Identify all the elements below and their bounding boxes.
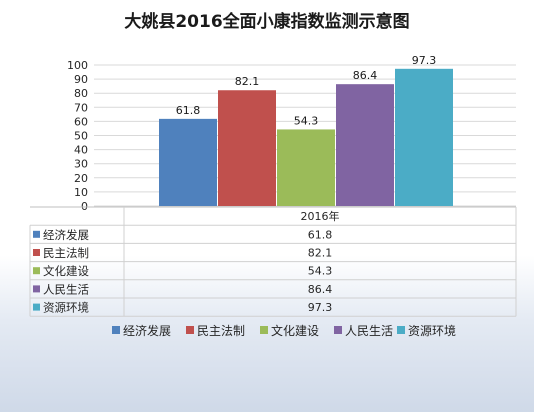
table-series-name: 资源环境 [43, 301, 89, 315]
y-tick-label: 10 [74, 186, 88, 199]
table-legend-key [33, 267, 40, 275]
table-value: 54.3 [308, 265, 333, 278]
bar-4 [336, 84, 394, 206]
table-legend-key [33, 249, 40, 256]
legend-label: 民主法制 [197, 324, 245, 338]
data-label: 86.4 [353, 69, 378, 82]
chart-title: 大姚县2016全面小康指数监测示意图 [124, 11, 409, 32]
table-value: 97.3 [308, 301, 333, 314]
bar-3 [277, 129, 335, 206]
legend-key [260, 326, 268, 334]
table-series-name: 民主法制 [43, 246, 89, 260]
table-value: 86.4 [308, 283, 333, 296]
y-tick-label: 90 [74, 73, 88, 86]
legend-key [334, 326, 342, 334]
table-series-name: 经济发展 [43, 228, 89, 242]
table-category-header: 2016年 [301, 209, 340, 223]
table-legend-key [33, 303, 40, 311]
y-tick-label: 50 [74, 130, 88, 143]
legend-key [397, 326, 405, 334]
table-value: 61.8 [308, 228, 333, 241]
table-series-name: 文化建设 [43, 264, 89, 278]
legend-label: 人民生活 [345, 324, 393, 338]
y-tick-label: 60 [74, 115, 88, 128]
legend-label: 经济发展 [123, 323, 171, 338]
data-label: 54.3 [294, 114, 319, 127]
legend-label: 资源环境 [408, 323, 456, 338]
y-tick-label: 30 [74, 158, 88, 171]
y-tick-label: 40 [74, 144, 88, 157]
table-series-name: 人民生活 [43, 282, 89, 296]
bar-2 [218, 90, 276, 206]
table-legend-key [33, 285, 40, 293]
legend-key [186, 326, 194, 334]
data-label: 97.3 [412, 54, 437, 67]
y-tick-label: 80 [74, 87, 88, 100]
data-label: 61.8 [176, 104, 201, 117]
legend-label: 文化建设 [271, 323, 319, 338]
y-tick-label: 20 [74, 172, 88, 185]
table-value: 82.1 [308, 247, 333, 260]
y-tick-label: 70 [74, 101, 88, 114]
table-legend-key [33, 230, 40, 238]
bar-1 [159, 118, 217, 206]
bar-5 [395, 68, 453, 206]
y-tick-label: 100 [67, 59, 88, 72]
legend-key [112, 326, 120, 334]
data-label: 82.1 [235, 75, 260, 88]
